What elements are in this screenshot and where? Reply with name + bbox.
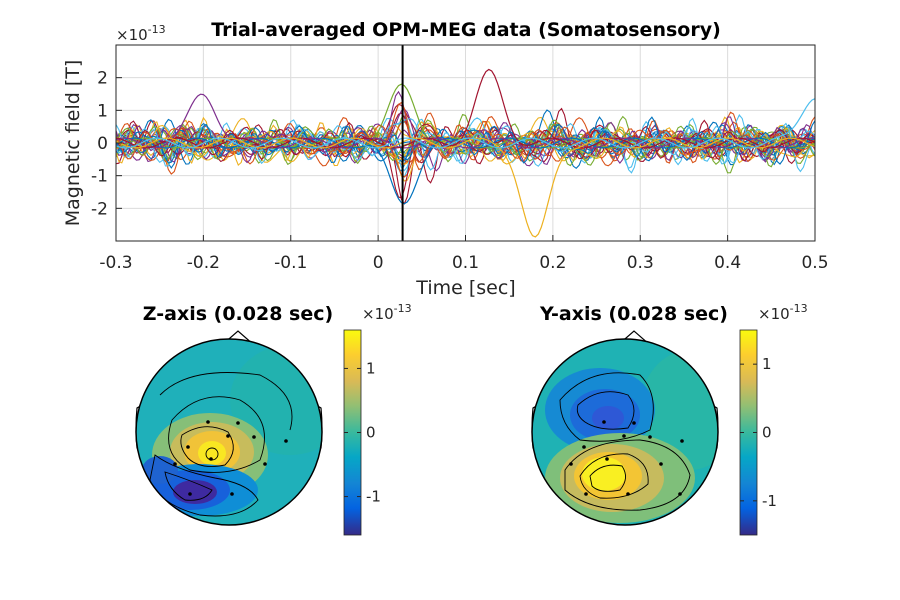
x-tick-label: 0.5 <box>801 253 828 273</box>
x-tick-label: 0.3 <box>627 253 654 273</box>
topo-z-map <box>136 339 322 525</box>
series-line <box>116 101 815 164</box>
colorbar-z-ticks: 1 0 -1 <box>344 359 381 506</box>
colorbar-tick-label: 0 <box>762 424 772 442</box>
peak-series-line <box>116 68 815 149</box>
series-lines <box>116 68 815 238</box>
sensor-markers <box>569 420 684 496</box>
y-tick-label: 2 <box>97 69 108 89</box>
y-tick-label: 1 <box>97 101 108 121</box>
y-tick-label: 0 <box>97 134 108 154</box>
y-axis-label: Magnetic field [T] <box>62 60 84 227</box>
colorbar-tick-label: 1 <box>366 359 376 377</box>
sensor-markers <box>173 420 288 496</box>
x-ticks: -0.3 -0.2 -0.1 0 0.1 0.2 0.3 0.4 0.5 <box>99 235 829 273</box>
y-tick-label: -2 <box>91 199 108 219</box>
peak-series-line <box>116 137 815 205</box>
series-line <box>116 116 815 165</box>
topoplot-y: Y-axis (0.028 sec) <box>531 302 808 536</box>
x-tick-label: 0.4 <box>714 253 741 273</box>
topo-y-map <box>532 339 718 525</box>
topo-z-title: Z-axis (0.028 sec) <box>143 303 333 325</box>
timeseries-panel: -0.3 -0.2 -0.1 0 0.1 0.2 0.3 0.4 0.5 -2 -1 0 1 2 ×10… <box>62 19 829 299</box>
topoplot-z: Z-axis (0.028 sec) <box>135 302 412 536</box>
x-tick-label: -0.1 <box>274 253 307 273</box>
peak-series-line <box>116 137 815 238</box>
colorbar-tick-label: 1 <box>762 355 772 373</box>
x-tick-label: 0.2 <box>539 253 566 273</box>
y-exponent: ×10-13 <box>116 23 166 44</box>
x-tick-label: -0.2 <box>187 253 220 273</box>
peak-series-line <box>116 98 815 149</box>
y-tick-label: -1 <box>91 167 108 187</box>
colorbar-tick-label: -1 <box>762 492 777 510</box>
colorbar-y-ticks: 1 0 -1 <box>740 355 777 510</box>
x-tick-label: -0.3 <box>99 253 132 273</box>
head-outline <box>531 338 719 526</box>
chart-title: Trial-averaged OPM-MEG data (Somatosenso… <box>211 19 721 41</box>
x-axis-label: Time [sec] <box>415 277 515 299</box>
topo-y-title: Y-axis (0.028 sec) <box>539 303 728 325</box>
colorbar-tick-label: -1 <box>366 488 381 506</box>
y-ticks: -2 -1 0 1 2 <box>91 69 122 219</box>
colorbar-z-exponent: ×10-13 <box>362 302 412 323</box>
head-outline <box>135 338 323 526</box>
colorbar-y-exponent: ×10-13 <box>758 302 808 323</box>
colorbar-tick-label: 0 <box>366 424 376 442</box>
x-tick-label: 0 <box>373 253 384 273</box>
x-tick-label: 0.1 <box>452 253 479 273</box>
